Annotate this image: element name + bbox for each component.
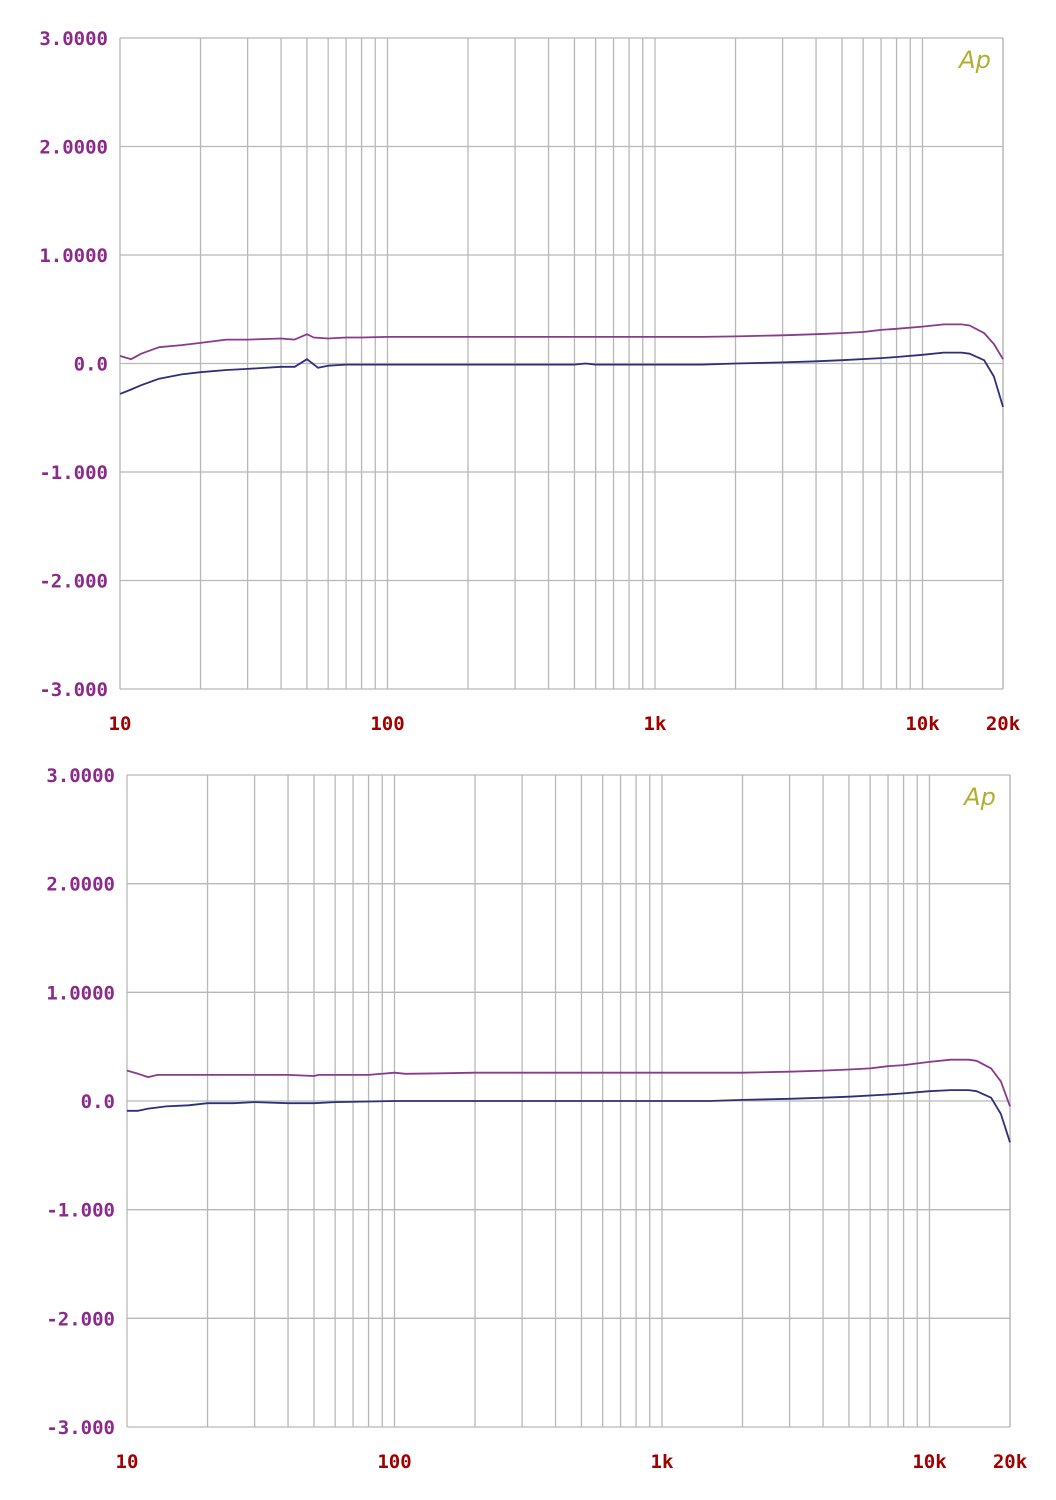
y-tick-label: -2.000 bbox=[39, 571, 108, 593]
y-tick-label: 0.0 bbox=[81, 1091, 115, 1113]
y-tick-label: 2.0000 bbox=[46, 874, 115, 896]
lower-frequency-response-plot: 3.00002.00001.00000.0-1.000-2.000-3.0001… bbox=[46, 765, 1027, 1473]
x-tick-label: 20k bbox=[993, 1451, 1028, 1473]
series-line-upper bbox=[126, 1058, 1011, 1107]
y-tick-label: -3.000 bbox=[39, 679, 108, 701]
y-tick-label: 1.0000 bbox=[46, 982, 115, 1004]
y-tick-label: -3.000 bbox=[46, 1417, 115, 1439]
y-tick-label: 1.0000 bbox=[39, 245, 108, 267]
x-tick-label: 10 bbox=[116, 1451, 139, 1473]
grid-lines bbox=[119, 37, 1004, 690]
upper-frequency-response-plot: 3.00002.00001.00000.0-1.000-2.000-3.0001… bbox=[39, 28, 1020, 735]
x-tick-label: 20k bbox=[986, 713, 1021, 735]
x-tick-label: 10k bbox=[912, 1451, 947, 1473]
x-tick-label: 1k bbox=[644, 713, 667, 735]
y-tick-label: 0.0 bbox=[74, 354, 108, 376]
ap-logo: Ap bbox=[962, 783, 996, 811]
x-tick-label: 100 bbox=[370, 713, 404, 735]
y-tick-label: 2.0000 bbox=[39, 137, 108, 159]
y-tick-label: 3.0000 bbox=[46, 765, 115, 787]
x-tick-label: 100 bbox=[377, 1451, 411, 1473]
series-line-lower bbox=[119, 351, 1004, 408]
series-line-upper bbox=[119, 323, 1004, 361]
y-tick-label: -1.000 bbox=[39, 462, 108, 484]
y-tick-label: -2.000 bbox=[46, 1308, 115, 1330]
x-tick-label: 10 bbox=[109, 713, 132, 735]
ap-logo: Ap bbox=[957, 46, 991, 74]
y-tick-label: 3.0000 bbox=[39, 28, 108, 50]
x-tick-label: 10k bbox=[905, 713, 940, 735]
y-tick-label: -1.000 bbox=[46, 1200, 115, 1222]
series-line-lower bbox=[127, 1089, 1011, 1143]
x-tick-label: 1k bbox=[651, 1451, 674, 1473]
